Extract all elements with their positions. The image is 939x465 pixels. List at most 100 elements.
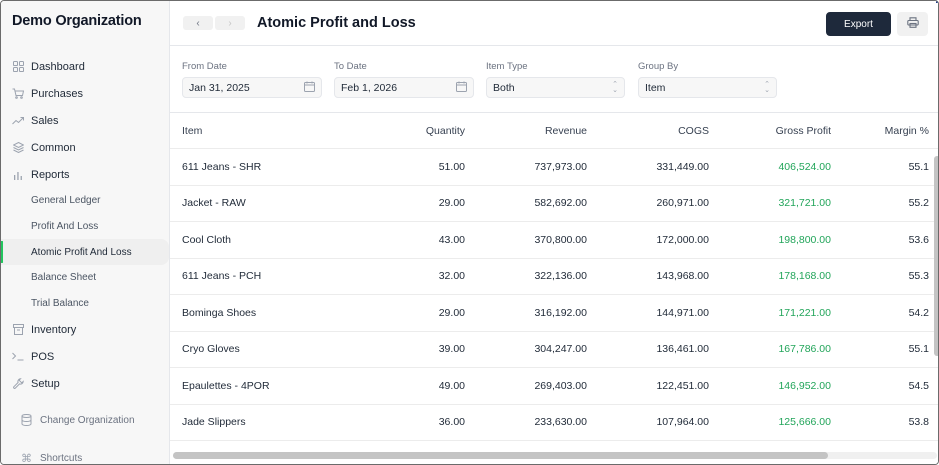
export-button[interactable]: Export (826, 12, 891, 36)
trend-icon (12, 115, 24, 127)
cell-item: Cool Cloth (182, 233, 232, 246)
table-row[interactable]: Epaulettes - 4POR 49.00 269,403.00 122,4… (170, 368, 938, 405)
sidebar-item-inventory[interactable]: Inventory (1, 316, 170, 343)
vertical-scrollbar[interactable] (934, 156, 938, 356)
cell-quantity: 49.00 (438, 379, 465, 392)
sidebar-subitem-profit-and-loss[interactable]: Profit And Loss (1, 214, 170, 240)
cell-cogs: 122,451.00 (656, 379, 709, 392)
forward-button[interactable]: › (215, 16, 245, 30)
horizontal-scrollbar-thumb[interactable] (173, 452, 828, 459)
database-icon (21, 414, 33, 426)
cell-gross-profit: 125,666.00 (778, 416, 831, 429)
cell-quantity: 29.00 (438, 197, 465, 210)
filter-bar: From Date Jan 31, 2025 To Date Feb 1, 20… (170, 46, 938, 113)
cell-revenue: 316,192.00 (534, 306, 587, 319)
cell-revenue: 370,800.00 (534, 233, 587, 246)
cell-gross-profit: 167,786.00 (778, 343, 831, 356)
cell-margin: 53.8 (908, 416, 929, 429)
cell-gross-profit: 146,952.00 (778, 379, 831, 392)
cell-item: 611 Jeans - PCH (182, 270, 262, 283)
group-by-value: Item (645, 81, 666, 94)
sidebar-item-reports[interactable]: Reports (1, 161, 170, 188)
cart-icon (12, 88, 24, 100)
sidebar-item-setup[interactable]: Setup (1, 370, 170, 397)
from-date-filter: From Date Jan 31, 2025 (182, 61, 322, 98)
report-table: Item Quantity Revenue COGS Gross Profit … (170, 113, 938, 441)
print-button[interactable] (897, 12, 928, 36)
table-row[interactable]: Cryo Gloves 39.00 304,247.00 136,461.00 … (170, 332, 938, 368)
wrench-icon (12, 378, 24, 390)
to-date-filter: To Date Feb 1, 2026 (334, 61, 474, 98)
table-row[interactable]: Cool Cloth 43.00 370,800.00 172,000.00 1… (170, 222, 938, 259)
calendar-icon (304, 81, 315, 94)
col-header-revenue: Revenue (544, 124, 587, 137)
item-type-select[interactable]: Both ⌃ ⌄ (486, 77, 625, 98)
sidebar-item-label: Sales (31, 114, 59, 127)
cell-item: Jade Slippers (182, 416, 246, 429)
table-row[interactable]: Bominga Shoes 29.00 316,192.00 144,971.0… (170, 295, 938, 332)
sidebar-item-label: Reports (31, 168, 70, 181)
cell-quantity: 39.00 (438, 343, 465, 356)
group-by-label: Group By (638, 61, 679, 72)
to-date-input[interactable]: Feb 1, 2026 (334, 77, 474, 98)
archive-icon (12, 324, 24, 336)
from-date-value: Jan 31, 2025 (189, 81, 250, 94)
sidebar-item-label: POS (31, 350, 55, 363)
sidebar-subitem-label: Balance Sheet (31, 272, 97, 284)
col-header-quantity: Quantity (425, 124, 465, 137)
cell-gross-profit: 406,524.00 (778, 160, 831, 173)
sidebar-item-label: Common (31, 141, 76, 154)
cell-revenue: 269,403.00 (534, 379, 587, 392)
cell-margin: 54.5 (908, 379, 929, 392)
from-date-label: From Date (182, 61, 227, 72)
page-title: Atomic Profit and Loss (257, 15, 416, 31)
back-button[interactable]: ‹ (183, 16, 213, 30)
cell-revenue: 233,630.00 (534, 416, 587, 429)
terminal-icon (12, 351, 24, 363)
cell-gross-profit: 171,221.00 (778, 306, 831, 319)
cell-cogs: 172,000.00 (656, 233, 709, 246)
cell-item: Bominga Shoes (182, 306, 257, 319)
cell-quantity: 29.00 (438, 306, 465, 319)
from-date-input[interactable]: Jan 31, 2025 (182, 77, 322, 98)
shortcuts-button[interactable]: ⌘ Shortcuts (21, 452, 82, 464)
item-type-filter: Item Type Both ⌃ ⌄ (486, 61, 625, 98)
table-row[interactable]: 611 Jeans - SHR 51.00 737,973.00 331,449… (170, 149, 938, 186)
sidebar-item-common[interactable]: Common (1, 134, 170, 161)
cell-cogs: 331,449.00 (656, 160, 709, 173)
sidebar-subitem-atomic-profit-and-loss[interactable]: Atomic Profit And Loss (1, 239, 169, 266)
sidebar-item-pos[interactable]: POS (1, 343, 170, 370)
sidebar-subitem-label: Trial Balance (31, 298, 89, 310)
sidebar-subitem-general-ledger[interactable]: General Ledger (1, 188, 170, 214)
sidebar: Demo Organization Dashboard Purchases Sa… (1, 1, 170, 464)
sidebar-item-dashboard[interactable]: Dashboard (1, 53, 170, 80)
select-updown-icon: ⌃ ⌄ (612, 81, 618, 94)
bar-chart-icon (12, 169, 24, 181)
sidebar-item-purchases[interactable]: Purchases (1, 80, 170, 107)
sidebar-subitem-balance-sheet[interactable]: Balance Sheet (1, 265, 170, 291)
cell-margin: 53.6 (908, 233, 929, 246)
table-row[interactable]: 611 Jeans - PCH 32.00 322,136.00 143,968… (170, 259, 938, 295)
group-by-select[interactable]: Item ⌃ ⌄ (638, 77, 777, 98)
layers-icon (12, 142, 24, 154)
change-organization-button[interactable]: Change Organization (21, 414, 135, 426)
cell-quantity: 32.00 (438, 270, 465, 283)
chevron-right-icon: › (228, 17, 232, 29)
cell-margin: 55.1 (908, 160, 929, 173)
table-row[interactable]: Jacket - RAW 29.00 582,692.00 260,971.00… (170, 186, 938, 222)
change-organization-label: Change Organization (40, 414, 135, 426)
history-nav: ‹ › (183, 16, 245, 30)
sidebar-item-label: Purchases (31, 87, 83, 100)
cell-gross-profit: 198,800.00 (778, 233, 831, 246)
sidebar-subitem-label: Atomic Profit And Loss (31, 246, 132, 258)
sidebar-subitem-trial-balance[interactable]: Trial Balance (1, 291, 170, 317)
cell-item: 611 Jeans - SHR (182, 160, 262, 173)
sidebar-item-sales[interactable]: Sales (1, 107, 170, 134)
col-header-cogs: COGS (678, 124, 709, 137)
dashboard-icon (12, 61, 24, 73)
cell-revenue: 582,692.00 (534, 197, 587, 210)
cell-revenue: 322,136.00 (534, 270, 587, 283)
table-row[interactable]: Jade Slippers 36.00 233,630.00 107,964.0… (170, 405, 938, 441)
cell-quantity: 51.00 (438, 160, 465, 173)
